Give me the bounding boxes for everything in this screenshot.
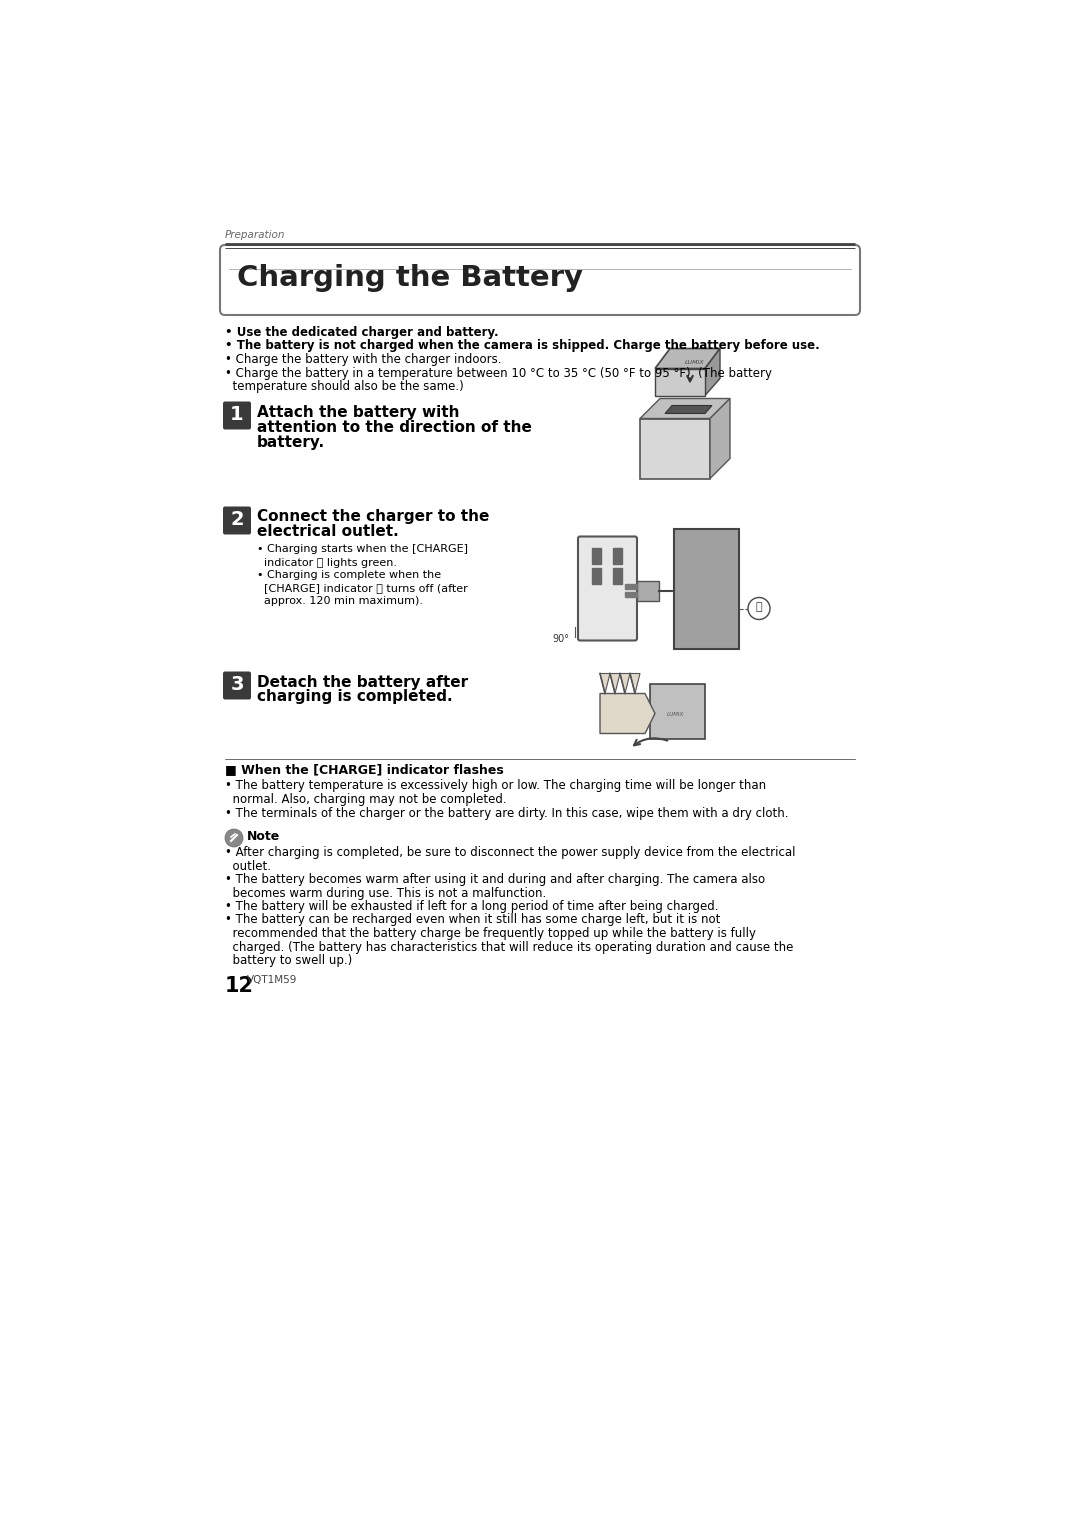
Text: 12: 12 [225, 975, 254, 996]
Text: • Use the dedicated charger and battery.: • Use the dedicated charger and battery. [225, 325, 499, 339]
Text: • Charging starts when the [CHARGE]: • Charging starts when the [CHARGE] [257, 544, 468, 555]
Polygon shape [654, 368, 705, 396]
FancyBboxPatch shape [222, 671, 251, 700]
Text: Preparation: Preparation [225, 231, 285, 240]
Bar [650, 683, 705, 738]
Text: • After charging is completed, be sure to disconnect the power supply device fro: • After charging is completed, be sure t… [225, 847, 796, 859]
Polygon shape [654, 348, 720, 368]
Text: LUMIX: LUMIX [685, 361, 705, 365]
Text: 90°: 90° [552, 634, 569, 643]
Text: temperature should also be the same.): temperature should also be the same.) [225, 380, 463, 393]
Bar [625, 584, 637, 588]
FancyBboxPatch shape [578, 536, 637, 640]
Text: 3: 3 [230, 675, 244, 694]
Text: 2: 2 [230, 510, 244, 529]
Polygon shape [640, 419, 710, 478]
Text: Connect the charger to the: Connect the charger to the [257, 509, 489, 524]
Text: Detach the battery after: Detach the battery after [257, 674, 468, 689]
Text: Note: Note [247, 830, 280, 843]
Polygon shape [610, 674, 620, 694]
Polygon shape [710, 399, 730, 478]
Text: indicator Ⓐ lights green.: indicator Ⓐ lights green. [257, 558, 397, 567]
Text: Attach the battery with: Attach the battery with [257, 405, 459, 420]
Polygon shape [665, 405, 712, 414]
Text: • The terminals of the charger or the battery are dirty. In this case, wipe them: • The terminals of the charger or the ba… [225, 807, 788, 819]
Text: becomes warm during use. This is not a malfunction.: becomes warm during use. This is not a m… [225, 886, 546, 900]
Text: Charging the Battery: Charging the Battery [237, 264, 583, 292]
Bar [592, 547, 600, 564]
Text: attention to the direction of the: attention to the direction of the [257, 420, 531, 434]
Text: • Charging is complete when the: • Charging is complete when the [257, 570, 441, 581]
Bar [625, 591, 637, 596]
Polygon shape [600, 694, 654, 733]
Text: • Charge the battery with the charger indoors.: • Charge the battery with the charger in… [225, 353, 501, 367]
Text: [CHARGE] indicator Ⓐ turns off (after: [CHARGE] indicator Ⓐ turns off (after [257, 584, 468, 593]
Text: ■ When the [CHARGE] indicator flashes: ■ When the [CHARGE] indicator flashes [225, 764, 503, 776]
Bar [592, 567, 600, 584]
Bar [613, 567, 622, 584]
Bar [674, 529, 739, 648]
Text: • The battery can be recharged even when it still has some charge left, but it i: • The battery can be recharged even when… [225, 914, 720, 926]
Text: recommended that the battery charge be frequently topped up while the battery is: recommended that the battery charge be f… [225, 927, 756, 940]
Text: normal. Also, charging may not be completed.: normal. Also, charging may not be comple… [225, 793, 507, 805]
Bar [637, 581, 659, 601]
Text: outlet.: outlet. [225, 859, 271, 872]
Polygon shape [620, 674, 630, 694]
Text: • The battery is not charged when the camera is shipped. Charge the battery befo: • The battery is not charged when the ca… [225, 339, 820, 353]
Text: charging is completed.: charging is completed. [257, 689, 453, 704]
Text: • Charge the battery in a temperature between 10 °C to 35 °C (50 °F to 95 °F). (: • Charge the battery in a temperature be… [225, 367, 772, 379]
FancyBboxPatch shape [222, 402, 251, 429]
Text: VQT1M59: VQT1M59 [247, 975, 297, 984]
Text: Ⓐ: Ⓐ [756, 602, 762, 613]
Polygon shape [640, 399, 730, 419]
FancyBboxPatch shape [220, 244, 860, 315]
Text: charged. (The battery has characteristics that will reduce its operating duratio: charged. (The battery has characteristic… [225, 941, 794, 953]
Text: • The battery temperature is excessively high or low. The charging time will be : • The battery temperature is excessively… [225, 779, 766, 793]
Text: 1: 1 [230, 405, 244, 423]
Text: LUMIX: LUMIX [666, 712, 684, 717]
Text: • The battery will be exhausted if left for a long period of time after being ch: • The battery will be exhausted if left … [225, 900, 718, 914]
Polygon shape [630, 674, 640, 694]
Text: battery to swell up.): battery to swell up.) [225, 953, 352, 967]
Text: electrical outlet.: electrical outlet. [257, 524, 399, 539]
Text: approx. 120 min maximum).: approx. 120 min maximum). [257, 596, 423, 607]
Polygon shape [600, 674, 610, 694]
Circle shape [225, 830, 243, 847]
Polygon shape [705, 348, 720, 396]
Text: • The battery becomes warm after using it and during and after charging. The cam: • The battery becomes warm after using i… [225, 872, 765, 886]
FancyBboxPatch shape [222, 506, 251, 535]
Bar [613, 547, 622, 564]
Text: battery.: battery. [257, 434, 325, 449]
